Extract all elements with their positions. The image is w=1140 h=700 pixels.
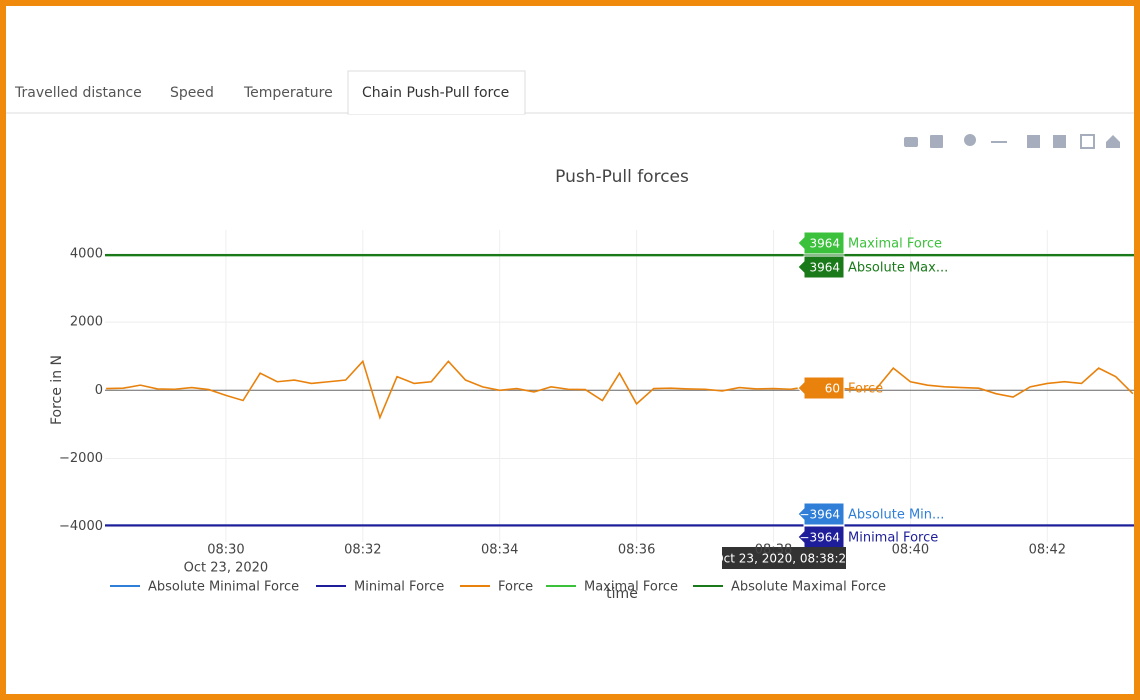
hover-box <box>797 502 845 526</box>
grid <box>105 230 1134 542</box>
y-tick-label: −4000 <box>59 519 103 534</box>
y-tick-label: −2000 <box>59 451 103 466</box>
autoscale-icon[interactable] <box>1080 134 1095 149</box>
y-tick-label: 4000 <box>70 246 103 261</box>
hover-value: −3964 <box>799 508 840 522</box>
hover-value: 3964 <box>809 237 840 251</box>
save-icon[interactable] <box>930 135 943 148</box>
overlay: 3964 Maximal Force 3964 Absolute Max... 60 Fo… <box>714 231 948 569</box>
y-tick-label: 0 <box>95 383 103 398</box>
y-tick-label: 2000 <box>70 315 103 330</box>
zoom-icon[interactable] <box>964 134 976 146</box>
series-line <box>106 359 1134 420</box>
hover-name: Absolute Min... <box>848 508 944 523</box>
hover-box <box>797 231 845 255</box>
hover-box <box>797 255 845 279</box>
x-tick-label: 08:30 <box>207 543 244 558</box>
zoom-out-icon[interactable] <box>1053 135 1066 148</box>
legend-label[interactable]: Maximal Force <box>584 580 678 595</box>
x-tick-label: 08:36 <box>618 543 655 558</box>
screen: 3964 Maximal Force 3964 Absolute Max... 60 Fo… <box>6 70 1134 602</box>
hover-name: Absolute Max... <box>848 261 948 276</box>
tab[interactable]: Travelled distance <box>14 85 142 101</box>
legend-label[interactable]: Absolute Minimal Force <box>148 580 299 595</box>
x-axis-title: time <box>606 586 638 602</box>
hover-value: −3964 <box>799 531 840 545</box>
hover-name: Minimal Force <box>848 531 938 546</box>
hover-name: Maximal Force <box>848 237 942 252</box>
hover-value: 60 <box>825 382 840 396</box>
hover-value: 3964 <box>809 261 840 275</box>
legend-label[interactable]: Absolute Maximal Force <box>731 580 886 595</box>
legend-label[interactable]: Minimal Force <box>354 580 444 595</box>
hover-box <box>797 376 845 400</box>
camera-icon[interactable] <box>904 137 918 147</box>
hover-x-box <box>722 547 846 569</box>
chart-title: Push-Pull forces <box>555 167 689 187</box>
zoom-in-icon[interactable] <box>1027 135 1040 148</box>
reset-icon[interactable] <box>1106 135 1120 148</box>
hover-x-label: Oct 23, 2020, 08:38:21 <box>714 552 854 566</box>
x-date-label: Oct 23, 2020 <box>184 561 269 576</box>
modebar <box>904 134 1120 149</box>
x-tick-label: 08:38 <box>755 543 792 558</box>
x-tick-label: 08:42 <box>1029 543 1066 558</box>
tab[interactable]: Speed <box>170 85 214 101</box>
x-tick-label: 08:40 <box>892 543 929 558</box>
x-tick-label: 08:32 <box>344 543 381 558</box>
tab[interactable]: Chain Push-Pull force <box>362 85 509 101</box>
x-tick-label: 08:34 <box>481 543 518 558</box>
legend-label[interactable]: Force <box>498 580 533 595</box>
pan-icon[interactable] <box>991 141 1007 143</box>
plot-area <box>105 253 1134 527</box>
tab[interactable]: Temperature <box>243 85 333 101</box>
y-axis-title: Force in N <box>49 355 65 425</box>
hover-box <box>797 525 845 549</box>
hover-name: Force <box>848 382 883 397</box>
